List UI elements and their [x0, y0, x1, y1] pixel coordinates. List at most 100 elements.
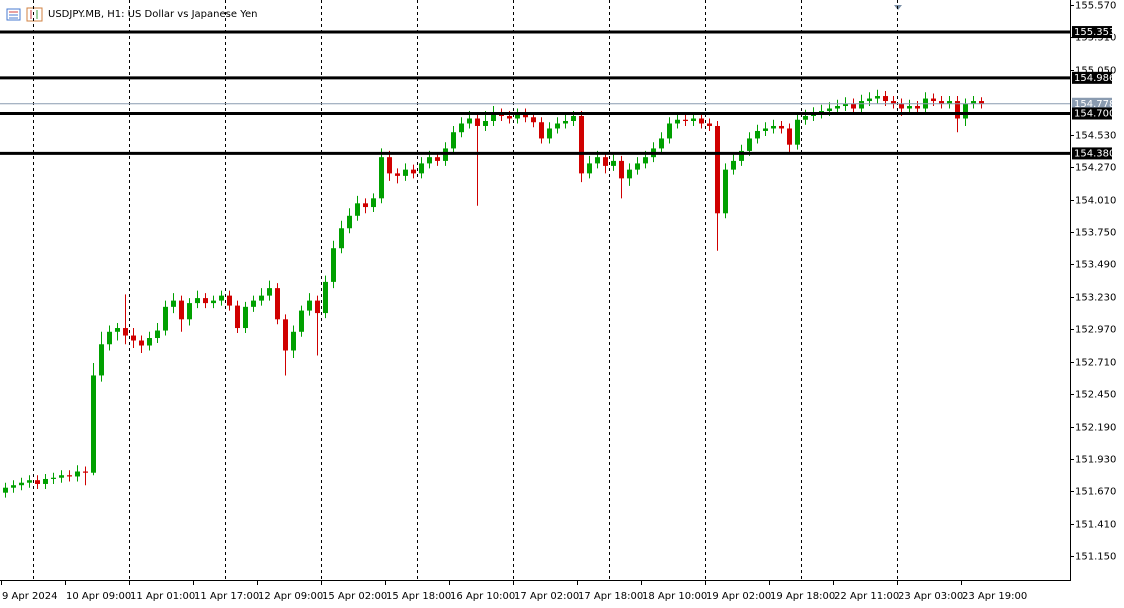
- candle-body: [19, 482, 24, 486]
- candle-body: [467, 118, 472, 124]
- candle-body: [427, 157, 432, 164]
- candle-body: [147, 338, 152, 346]
- candle-body: [787, 128, 792, 145]
- candle-body: [195, 298, 200, 304]
- candle-body: [515, 113, 520, 119]
- candle-body: [459, 123, 464, 133]
- x-tick-label: 12 Apr 09:00: [258, 591, 323, 602]
- candle-body: [355, 203, 360, 216]
- level-label-box: [1072, 147, 1112, 160]
- candle-body: [91, 375, 96, 473]
- candle-body: [387, 157, 392, 174]
- candle-body: [419, 163, 424, 174]
- y-tick-label: 151.670: [1075, 487, 1116, 498]
- candle-body: [283, 319, 288, 351]
- candle-body: [867, 98, 872, 102]
- candle-body: [931, 98, 936, 102]
- y-tick-label: 152.450: [1075, 390, 1116, 401]
- candle-body: [339, 228, 344, 249]
- candle-body: [491, 113, 496, 121]
- candle-body: [595, 157, 600, 164]
- candle-body: [27, 480, 32, 483]
- candle-body: [347, 215, 352, 229]
- candle-body: [955, 101, 960, 119]
- candle-body: [699, 118, 704, 124]
- candle-body: [643, 157, 648, 164]
- x-tick-label: 23 Apr 03:00: [898, 591, 963, 602]
- candle-body: [235, 305, 240, 329]
- candle-body: [555, 123, 560, 129]
- candle-body: [875, 96, 880, 99]
- y-tick-label: 152.970: [1075, 325, 1116, 336]
- candle-body: [611, 160, 616, 166]
- candle-body: [723, 169, 728, 214]
- x-tick-label: 17 Apr 18:00: [578, 591, 643, 602]
- level-label: 155.353: [1074, 27, 1115, 38]
- candle-body: [635, 163, 640, 170]
- candle-body: [107, 331, 112, 345]
- candle-body: [771, 125, 776, 129]
- x-tick-label: 16 Apr 10:00: [450, 591, 515, 602]
- candle-body: [803, 116, 808, 120]
- level-label: 154.986: [1074, 73, 1115, 84]
- candle-body: [915, 106, 920, 109]
- y-tick-label: 153.750: [1075, 228, 1116, 239]
- candle-body: [707, 123, 712, 126]
- y-tick-label: 153.230: [1075, 293, 1116, 304]
- y-tick-label: 154.270: [1075, 163, 1116, 174]
- candle-body: [323, 281, 328, 314]
- candle-body: [75, 471, 80, 477]
- level-label-box: [1072, 107, 1112, 120]
- candle-body: [675, 119, 680, 124]
- candle-body: [315, 300, 320, 314]
- x-tick-label: 15 Apr 18:00: [386, 591, 451, 602]
- y-tick-label: 154.010: [1075, 196, 1116, 207]
- candle-body: [275, 288, 280, 320]
- candle-body: [547, 128, 552, 139]
- candle-body: [603, 157, 608, 166]
- candle-body: [59, 475, 64, 478]
- candle-body: [963, 103, 968, 119]
- candle-body: [859, 101, 864, 109]
- x-tick-label: 11 Apr 01:00: [130, 591, 195, 602]
- candle-body: [363, 203, 368, 208]
- candle-body: [483, 120, 488, 126]
- candle-body: [451, 132, 456, 149]
- candle-body: [395, 173, 400, 176]
- candle-body: [243, 306, 248, 329]
- candle-body: [947, 101, 952, 104]
- candle-body: [435, 157, 440, 161]
- candle-body: [683, 119, 688, 121]
- candle-body: [211, 300, 216, 304]
- y-tick-label: 154.530: [1075, 131, 1116, 142]
- candle-body: [939, 101, 944, 104]
- candle-body: [179, 300, 184, 320]
- candle-body: [299, 310, 304, 332]
- candle-body: [779, 125, 784, 129]
- candle-body: [619, 160, 624, 179]
- candle-body: [83, 471, 88, 473]
- x-tick-label: 10 Apr 09:00: [66, 591, 131, 602]
- y-tick-label: 155.050: [1075, 66, 1116, 77]
- y-tick-label: 151.930: [1075, 455, 1116, 466]
- x-tick-label: 23 Apr 19:00: [962, 591, 1027, 602]
- y-tick-label: 155.570: [1075, 1, 1116, 12]
- current-price-box: [1072, 97, 1112, 110]
- candle-body: [331, 248, 336, 282]
- candle-body: [251, 300, 256, 307]
- candle-body: [531, 117, 536, 123]
- candle-body: [163, 306, 168, 331]
- candle-body: [403, 169, 408, 176]
- x-tick-label: 18 Apr 10:00: [642, 591, 707, 602]
- x-tick-label: 22 Apr 11:00: [834, 591, 899, 602]
- candle-body: [3, 487, 8, 493]
- candle-body: [379, 157, 384, 199]
- candle-body: [587, 163, 592, 174]
- candle-body: [371, 198, 376, 208]
- level-label: 154.700: [1074, 109, 1115, 120]
- candle-body: [539, 122, 544, 139]
- y-tick-label: 152.190: [1075, 423, 1116, 434]
- candle-body: [691, 118, 696, 121]
- candle-body: [563, 120, 568, 124]
